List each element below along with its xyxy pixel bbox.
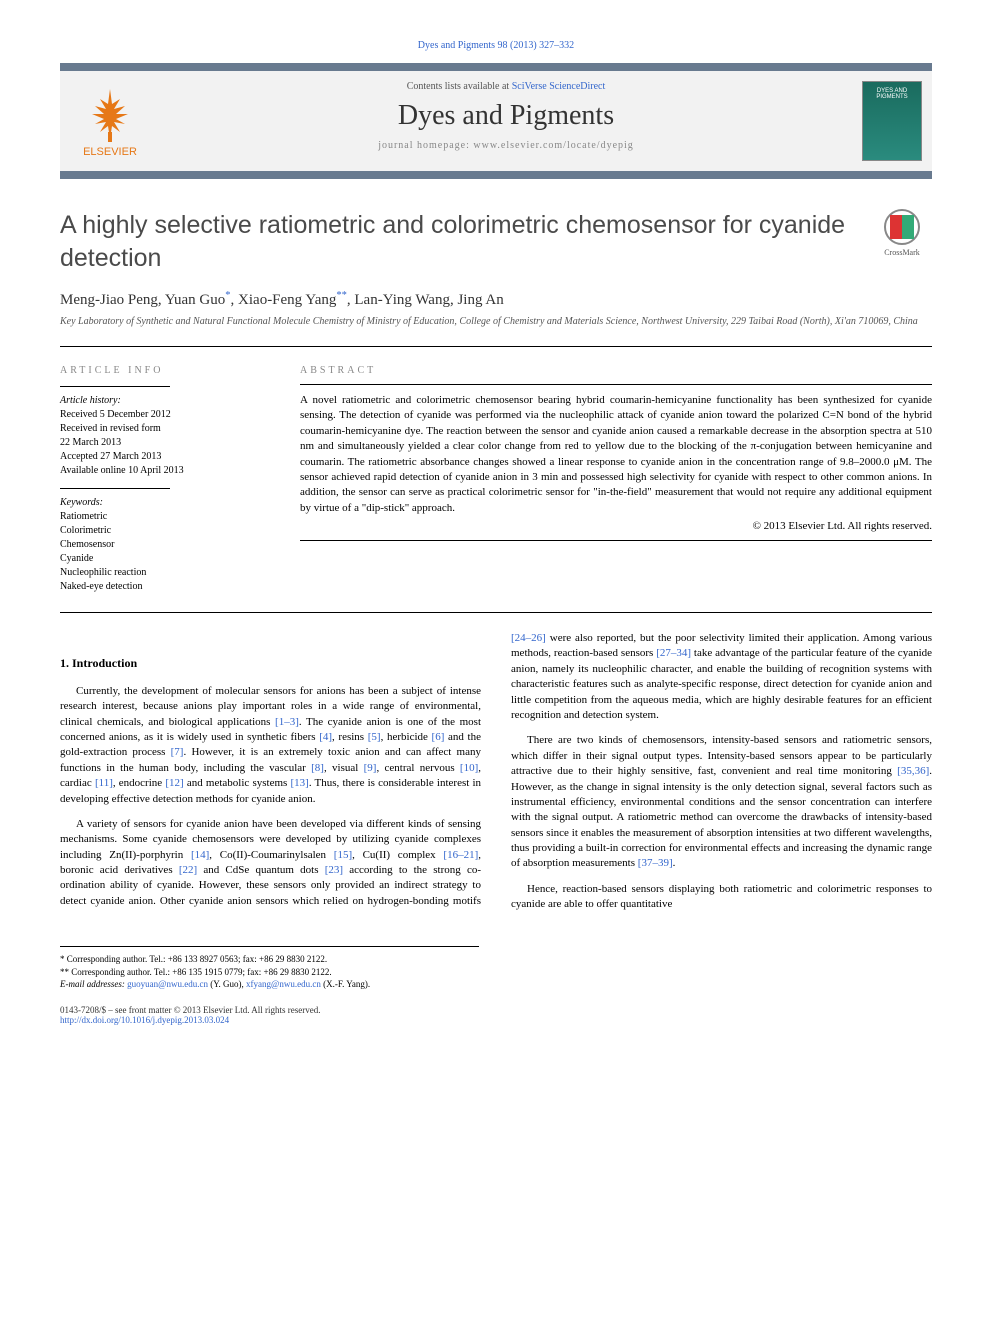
abstract-text: A novel ratiometric and colorimetric che… bbox=[300, 393, 932, 516]
ref-link[interactable]: [12] bbox=[165, 777, 183, 789]
ref-link[interactable]: [9] bbox=[364, 762, 377, 774]
ref-link[interactable]: [6] bbox=[432, 731, 445, 743]
abstract-heading: ABSTRACT bbox=[300, 365, 932, 376]
copyright: © 2013 Elsevier Ltd. All rights reserved… bbox=[300, 520, 932, 532]
author: Lan-Ying Wang bbox=[354, 292, 450, 308]
article-info-heading: ARTICLE INFO bbox=[60, 365, 270, 376]
paper-title: A highly selective ratiometric and color… bbox=[60, 209, 852, 274]
elsevier-logo[interactable]: ELSEVIER bbox=[60, 71, 160, 171]
corresponding-note: * Corresponding author. Tel.: +86 133 89… bbox=[60, 953, 479, 966]
info-divider bbox=[60, 386, 170, 387]
crossmark-label: CrossMark bbox=[884, 248, 920, 257]
info-divider bbox=[60, 488, 170, 489]
homepage-line: journal homepage: www.elsevier.com/locat… bbox=[170, 140, 842, 151]
author: Jing An bbox=[457, 292, 503, 308]
ref-link[interactable]: [13] bbox=[290, 777, 308, 789]
cover-image: DYES AND PIGMENTS bbox=[862, 81, 922, 161]
ref-link[interactable]: [5] bbox=[368, 731, 381, 743]
keyword: Nucleophilic reaction bbox=[60, 566, 270, 580]
corresponding-note: ** Corresponding author. Tel.: +86 135 1… bbox=[60, 966, 479, 979]
revised-date: 22 March 2013 bbox=[60, 436, 270, 450]
body-text: 1. Introduction Currently, the developme… bbox=[60, 631, 932, 916]
keyword: Ratiometric bbox=[60, 510, 270, 524]
ref-link[interactable]: [24–26] bbox=[511, 632, 546, 644]
paragraph: There are two kinds of chemosensors, int… bbox=[511, 733, 932, 872]
ref-link[interactable]: [37–39] bbox=[638, 857, 673, 869]
ref-link[interactable]: [7] bbox=[171, 746, 184, 758]
elsevier-tree-icon bbox=[80, 84, 140, 144]
online-date: Available online 10 April 2013 bbox=[60, 464, 270, 478]
corr-mark[interactable]: ** bbox=[336, 290, 347, 301]
bottom-bar: 0143-7208/$ – see front matter © 2013 El… bbox=[60, 1005, 932, 1025]
corr-mark[interactable]: * bbox=[225, 290, 230, 301]
paragraph: Currently, the development of molecular … bbox=[60, 684, 481, 807]
author: Xiao-Feng Yang bbox=[238, 292, 336, 308]
journal-name: Dyes and Pigments bbox=[170, 100, 842, 132]
issn-line: 0143-7208/$ – see front matter © 2013 El… bbox=[60, 1005, 932, 1015]
author: Meng-Jiao Peng bbox=[60, 292, 158, 308]
keyword: Naked-eye detection bbox=[60, 580, 270, 594]
cover-thumb[interactable]: DYES AND PIGMENTS bbox=[852, 71, 932, 171]
author-list: Meng-Jiao Peng, Yuan Guo*, Xiao-Feng Yan… bbox=[60, 290, 932, 309]
elsevier-name: ELSEVIER bbox=[83, 146, 137, 158]
ref-link[interactable]: [16–21] bbox=[443, 849, 478, 861]
email-line: E-mail addresses: guoyuan@nwu.edu.cn (Y.… bbox=[60, 978, 479, 991]
abstract-col: ABSTRACT A novel ratiometric and colorim… bbox=[300, 365, 932, 594]
crossmark-badge[interactable]: CrossMark bbox=[872, 209, 932, 257]
ref-link[interactable]: [4] bbox=[319, 731, 332, 743]
keyword: Colorimetric bbox=[60, 524, 270, 538]
divider bbox=[60, 612, 932, 613]
ref-link[interactable]: [22] bbox=[179, 864, 197, 876]
footnotes: * Corresponding author. Tel.: +86 133 89… bbox=[60, 946, 479, 991]
journal-header: ELSEVIER Contents lists available at Sci… bbox=[60, 63, 932, 179]
doi-link[interactable]: http://dx.doi.org/10.1016/j.dyepig.2013.… bbox=[60, 1015, 229, 1025]
ref-link[interactable]: [27–34] bbox=[656, 647, 691, 659]
article-info: ARTICLE INFO Article history: Received 5… bbox=[60, 365, 270, 594]
abstract-divider bbox=[300, 540, 932, 541]
email-link[interactable]: xfyang@nwu.edu.cn bbox=[246, 979, 321, 989]
email-link[interactable]: guoyuan@nwu.edu.cn bbox=[127, 979, 208, 989]
revised-label: Received in revised form bbox=[60, 422, 270, 436]
divider bbox=[60, 346, 932, 347]
paragraph: Hence, reaction-based sensors displaying… bbox=[511, 882, 932, 913]
keywords-label: Keywords: bbox=[60, 497, 270, 508]
ref-link[interactable]: [1–3] bbox=[275, 716, 299, 728]
crossmark-icon bbox=[884, 209, 920, 245]
abstract-divider bbox=[300, 384, 932, 385]
contents-line: Contents lists available at SciVerse Sci… bbox=[170, 81, 842, 92]
received-date: Received 5 December 2012 bbox=[60, 408, 270, 422]
ref-link[interactable]: [10] bbox=[460, 762, 478, 774]
section-heading: 1. Introduction bbox=[60, 655, 481, 672]
ref-link[interactable]: [35,36] bbox=[897, 765, 929, 777]
ref-link[interactable]: [14] bbox=[191, 849, 209, 861]
ref-link[interactable]: [23] bbox=[325, 864, 343, 876]
ref-link[interactable]: [8] bbox=[311, 762, 324, 774]
citation-link[interactable]: Dyes and Pigments 98 (2013) 327–332 bbox=[418, 40, 574, 51]
keyword: Chemosensor bbox=[60, 538, 270, 552]
history-label: Article history: bbox=[60, 395, 270, 406]
keyword: Cyanide bbox=[60, 552, 270, 566]
accepted-date: Accepted 27 March 2013 bbox=[60, 450, 270, 464]
affiliation: Key Laboratory of Synthetic and Natural … bbox=[60, 315, 932, 328]
author: Yuan Guo bbox=[165, 292, 225, 308]
ref-link[interactable]: [11] bbox=[95, 777, 113, 789]
ref-link[interactable]: [15] bbox=[334, 849, 352, 861]
citation-bar: Dyes and Pigments 98 (2013) 327–332 bbox=[60, 40, 932, 51]
sciencedirect-link[interactable]: SciVerse ScienceDirect bbox=[512, 81, 606, 92]
